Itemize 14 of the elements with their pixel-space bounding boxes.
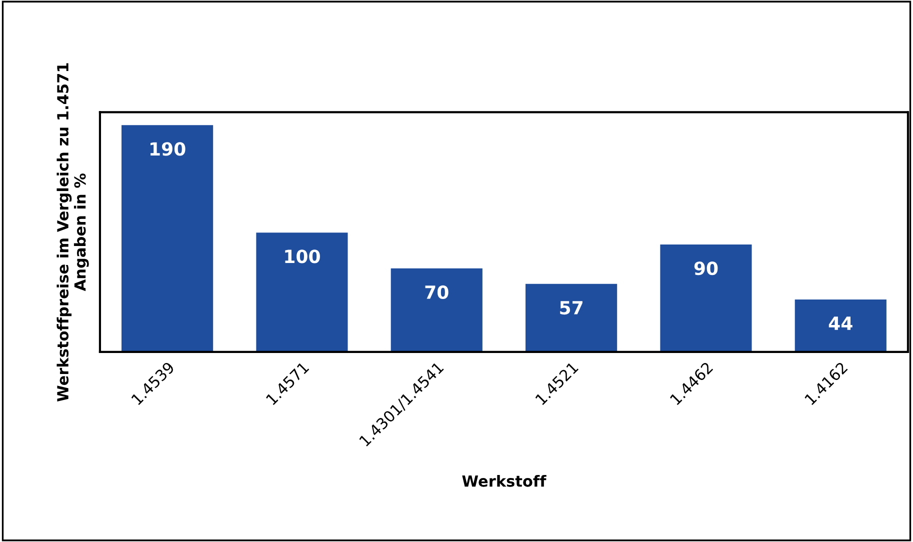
y-axis-title: Werkstoffpreise im Vergleich zu 1.4571 Angaben in %: [56, 63, 89, 402]
bar: [794, 299, 886, 352]
data-label: 57: [560, 301, 582, 315]
data-label: 90: [694, 262, 718, 276]
x-axis-title: Werkstoff: [462, 475, 546, 487]
data-label: 100: [285, 250, 320, 264]
data-label: 190: [150, 142, 186, 156]
bar: [390, 268, 482, 352]
data-label: 44: [828, 316, 852, 330]
bar: [122, 125, 214, 352]
bar: [660, 244, 752, 352]
data-label: 70: [425, 285, 448, 300]
bar: [256, 232, 348, 352]
bar: [526, 284, 618, 352]
